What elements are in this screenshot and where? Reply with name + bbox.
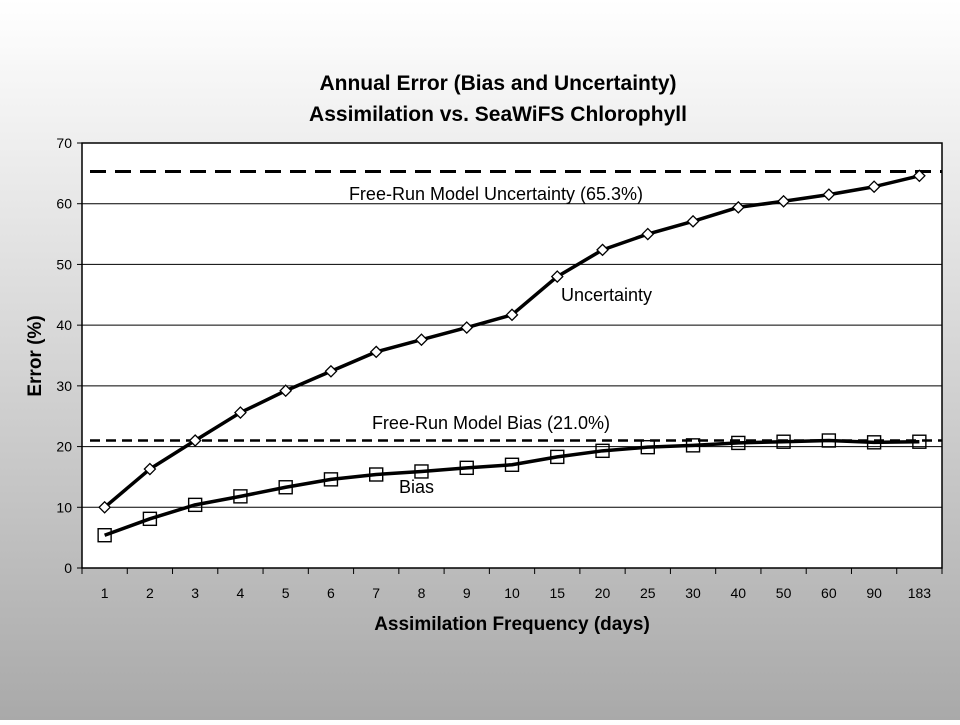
x-tick-label-6: 6 <box>327 585 335 601</box>
point-uncertainty-50 <box>777 194 790 208</box>
y-tick-label-0: 0 <box>64 560 72 576</box>
x-tick-label-40: 40 <box>731 585 747 601</box>
point-bias-15 <box>550 449 565 465</box>
y-tick-label-40: 40 <box>56 317 72 333</box>
point-uncertainty-10 <box>505 308 519 322</box>
x-tick-label-90: 90 <box>866 585 882 601</box>
point-uncertainty-25 <box>641 227 655 241</box>
point-bias-20 <box>595 443 610 459</box>
x-tick-label-8: 8 <box>418 585 426 601</box>
x-tick-label-5: 5 <box>282 585 290 601</box>
reference-label-bias: Free-Run Model Bias (21.0%) <box>372 413 610 433</box>
point-bias-4 <box>233 489 248 504</box>
x-tick-label-60: 60 <box>821 585 837 601</box>
chart-title: Annual Error (Bias and Uncertainty) Assi… <box>309 72 687 126</box>
plot-area <box>81 142 943 569</box>
point-uncertainty-30 <box>686 214 700 228</box>
point-bias-40 <box>731 435 746 451</box>
point-bias-90 <box>866 435 882 450</box>
x-tick-label-9: 9 <box>463 585 471 601</box>
x-tick-label-25: 25 <box>640 585 656 601</box>
series-markers <box>97 169 927 543</box>
y-tick-label-20: 20 <box>56 439 72 455</box>
point-bias-8 <box>414 464 429 479</box>
point-uncertainty-3 <box>188 434 202 447</box>
x-tick-label-3: 3 <box>191 585 199 601</box>
point-uncertainty-40 <box>731 200 745 214</box>
point-bias-3 <box>187 497 203 513</box>
reference-label-uncertainty: Free-Run Model Uncertainty (65.3%) <box>349 184 643 204</box>
point-uncertainty-60 <box>822 188 836 202</box>
point-uncertainty-20 <box>596 243 609 257</box>
point-uncertainty-1 <box>98 500 112 514</box>
x-tick-label-1: 1 <box>101 585 109 601</box>
point-bias-5 <box>278 480 293 495</box>
y-tick-label-70: 70 <box>56 135 72 151</box>
x-tick-label-30: 30 <box>685 585 701 601</box>
point-uncertainty-8 <box>415 333 428 347</box>
point-uncertainty-2 <box>143 462 157 476</box>
y-tick-label-10: 10 <box>56 499 72 515</box>
y-axis-title: Error (%) <box>25 315 46 396</box>
chart-title-line-1: Annual Error (Bias and Uncertainty) <box>319 72 676 95</box>
x-tick-label-4: 4 <box>237 585 245 601</box>
series-line-bias <box>104 438 920 537</box>
y-axis-ticks: 0 10 20 30 40 50 60 70 <box>56 135 82 576</box>
x-axis-ticks: 1 2 3 4 5 6 7 8 9 10 15 20 25 30 40 50 60 90 183 <box>81 568 943 601</box>
point-bias-9 <box>459 460 474 476</box>
point-bias-50 <box>776 434 791 449</box>
x-axis-title: Assimilation Frequency (days) <box>374 614 650 635</box>
x-tick-label-50: 50 <box>776 585 792 601</box>
point-uncertainty-6 <box>324 364 338 378</box>
point-uncertainty-5 <box>279 384 293 398</box>
x-tick-label-2: 2 <box>146 585 154 601</box>
point-bias-7 <box>369 467 384 482</box>
point-bias-183 <box>912 434 927 449</box>
y-tick-label-30: 30 <box>56 378 72 394</box>
x-tick-label-183: 183 <box>908 585 932 601</box>
point-bias-60 <box>821 433 837 448</box>
point-bias-1 <box>97 528 112 543</box>
x-tick-label-15: 15 <box>549 585 565 601</box>
gridlines <box>82 203 942 508</box>
annotation-uncertainty: Uncertainty <box>561 285 652 305</box>
point-uncertainty-7 <box>369 345 383 359</box>
y-tick-label-60: 60 <box>56 196 72 212</box>
point-uncertainty-90 <box>867 180 881 194</box>
point-bias-2 <box>142 511 158 527</box>
x-tick-label-7: 7 <box>372 585 380 601</box>
y-tick-label-50: 50 <box>56 256 72 272</box>
point-bias-6 <box>323 472 339 487</box>
point-uncertainty-183 <box>912 169 926 183</box>
point-uncertainty-15 <box>550 270 564 283</box>
point-bias-25 <box>640 439 655 455</box>
x-tick-label-20: 20 <box>595 585 611 601</box>
chart-title-line-2: Assimilation vs. SeaWiFS Chlorophyll <box>309 103 687 126</box>
point-bias-30 <box>685 438 701 453</box>
x-tick-label-10: 10 <box>504 585 520 601</box>
annotation-bias: Bias <box>399 477 434 497</box>
point-bias-10 <box>504 457 520 472</box>
point-uncertainty-9 <box>460 321 474 334</box>
point-uncertainty-4 <box>234 406 247 419</box>
